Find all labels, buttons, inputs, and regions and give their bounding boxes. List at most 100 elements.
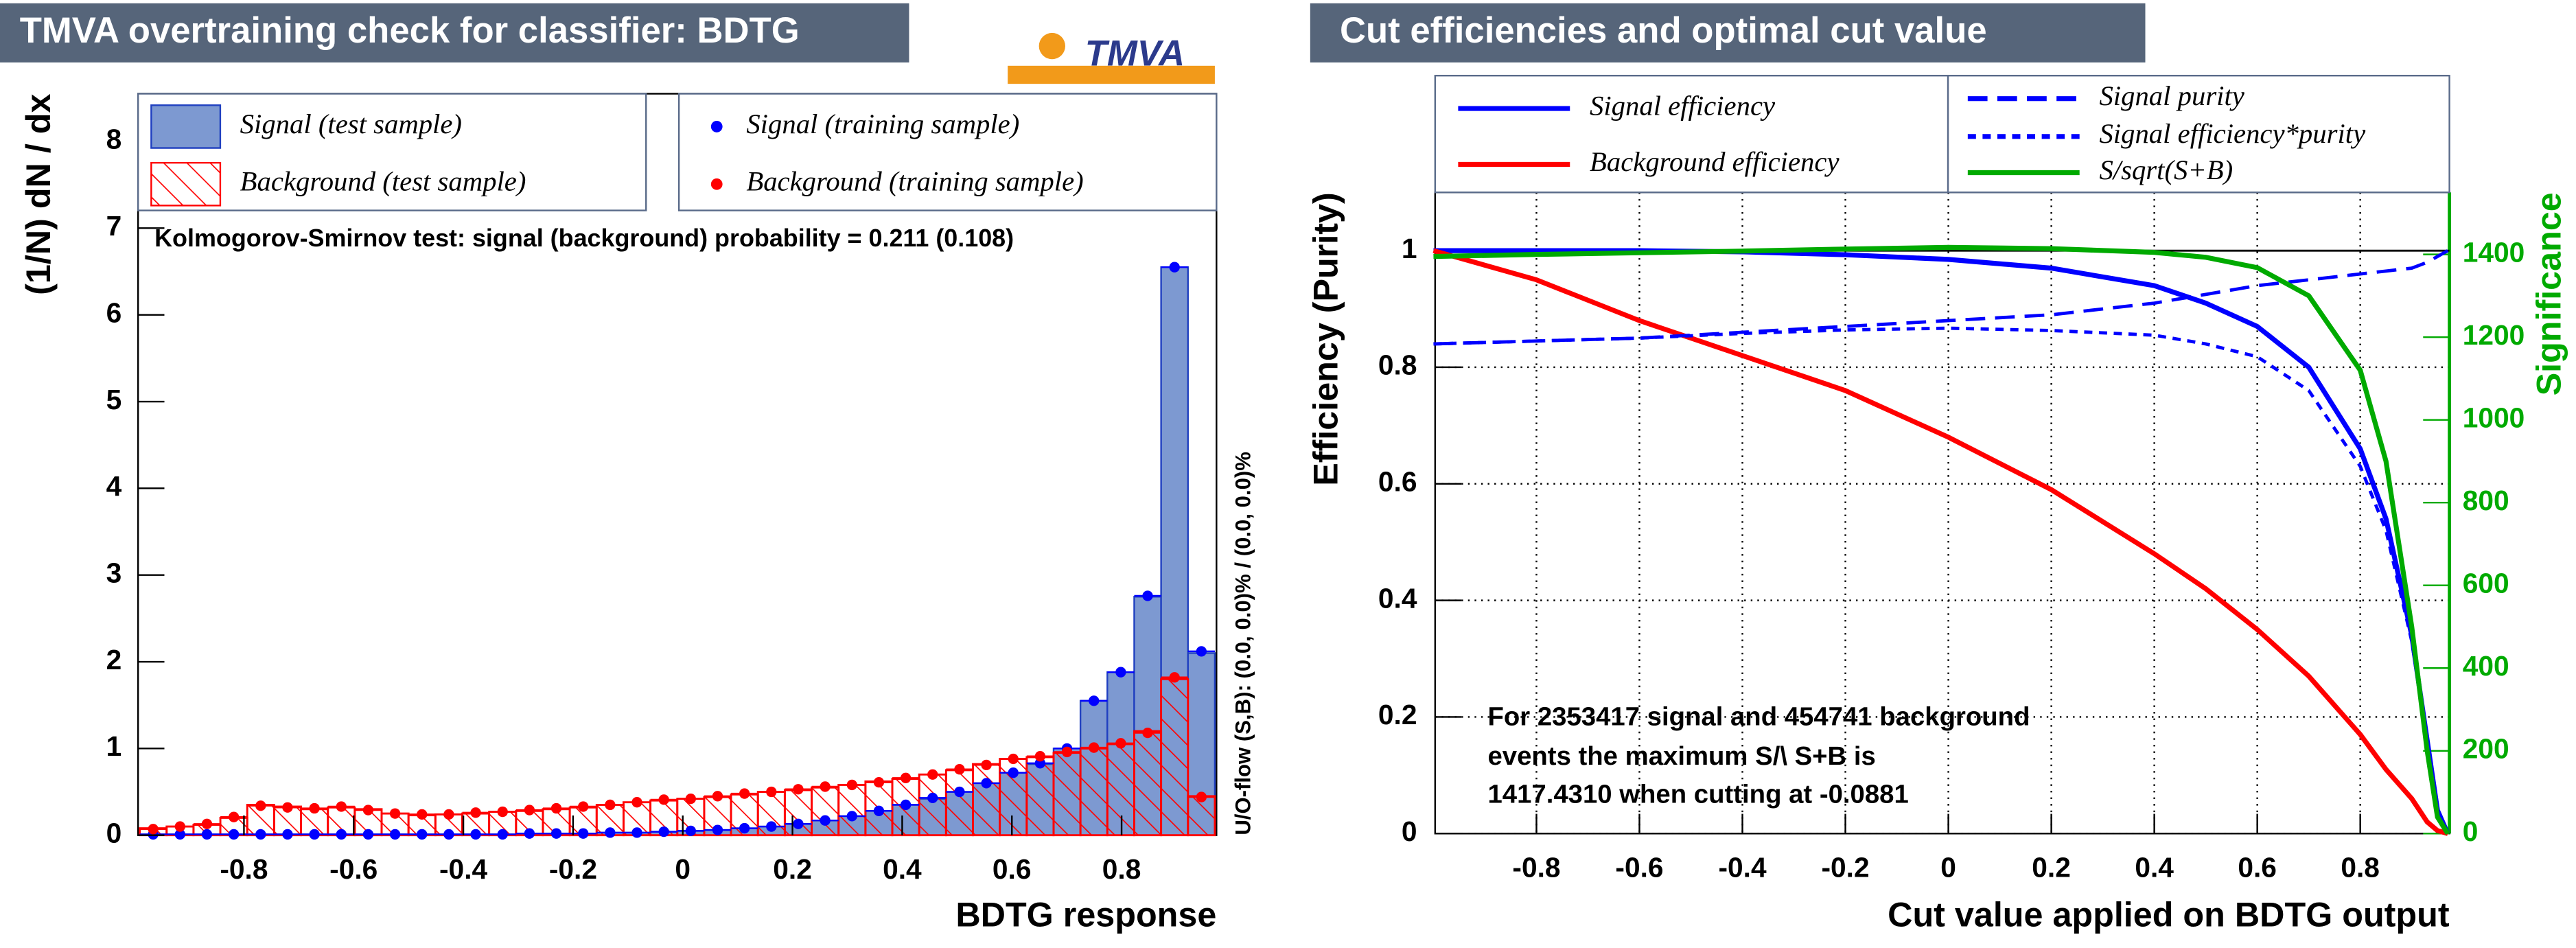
x-tick-label: -0.6	[329, 853, 378, 885]
data-point	[846, 811, 857, 822]
legend-label: Background (test sample)	[240, 166, 526, 197]
x-tick-label: -0.8	[220, 853, 268, 885]
histogram-bar	[1052, 752, 1082, 837]
x-tick-label: 0.2	[2032, 852, 2071, 883]
x-tick-label: -0.4	[1718, 852, 1767, 883]
legend-swatch	[150, 104, 222, 149]
data-point	[846, 779, 857, 791]
chart-title: Cut efficiencies and optimal cut value	[1340, 10, 1987, 51]
x-tick-label: 0.2	[773, 853, 812, 885]
data-point	[873, 805, 885, 816]
x-tick-label: 0	[675, 853, 691, 885]
data-point	[739, 822, 750, 834]
data-point	[793, 818, 804, 829]
data-point	[981, 778, 992, 789]
line-series	[1432, 248, 2449, 836]
data-point	[685, 825, 696, 837]
data-point	[873, 776, 885, 788]
histogram-bar	[1160, 678, 1190, 837]
y-tick-label: 1	[1402, 233, 1417, 264]
data-point	[417, 809, 428, 820]
histogram-bar	[837, 783, 867, 837]
x-tick-label: 0.6	[2238, 852, 2277, 883]
legend-box	[1434, 74, 1949, 194]
legend-label: Background (training sample)	[746, 166, 1083, 197]
x-tick-label: 0.4	[2135, 852, 2174, 883]
data-point	[174, 821, 185, 832]
legend-label: S/sqrt(S+B)	[2099, 154, 2233, 185]
data-point	[927, 769, 938, 780]
data-point	[282, 829, 293, 840]
legend-label: Background efficiency	[1590, 146, 1840, 177]
histogram-bar	[1106, 743, 1135, 837]
data-point	[1169, 672, 1180, 683]
data-point	[793, 784, 804, 795]
y2-tick-label: 0	[2463, 816, 2479, 847]
legend-label: Signal efficiency*purity	[2099, 118, 2366, 149]
y-tick-label: 0.8	[1378, 349, 1417, 381]
legend-label: Signal purity	[2099, 80, 2244, 111]
y-tick-label: 0	[1402, 816, 1417, 847]
data-point	[1196, 646, 1207, 657]
x-axis-label: Cut value applied on BDTG output	[1888, 895, 2450, 934]
data-point	[1115, 667, 1126, 678]
y-tick-label: 3	[106, 557, 122, 588]
data-point	[470, 829, 481, 840]
legend-box	[137, 93, 647, 211]
x-tick-label: -0.8	[1512, 852, 1560, 883]
data-point	[336, 829, 347, 840]
data-point	[954, 786, 965, 798]
logo: TMVA	[1085, 33, 1185, 73]
y2-axis-label: Significance	[2529, 192, 2568, 395]
y-tick-label: 0	[106, 817, 122, 848]
legend-label: Signal (test sample)	[240, 108, 462, 139]
y-tick-label: 4	[106, 470, 122, 502]
data-point	[605, 799, 616, 811]
x-tick-label: -0.6	[1615, 852, 1663, 883]
data-point	[228, 811, 240, 822]
histogram-bar	[972, 763, 1001, 837]
data-point	[1034, 751, 1046, 762]
data-point	[417, 829, 428, 840]
x-tick-label: 0	[1940, 852, 1956, 883]
x-tick-label: 0.6	[993, 853, 1032, 885]
data-point	[282, 802, 293, 813]
data-point	[336, 801, 347, 812]
y-axis-label: Efficiency (Purity)	[1306, 192, 1345, 485]
annotation: events the maximum S/\ S+B is	[1487, 741, 1875, 771]
data-point	[362, 829, 374, 840]
data-point	[1142, 727, 1153, 739]
histogram-bar	[1025, 756, 1055, 837]
data-point	[389, 829, 401, 840]
data-point	[658, 826, 669, 837]
plot-area	[1434, 192, 2450, 835]
annotation: 1417.4310 when cutting at -0.0881	[1487, 779, 1908, 809]
y-tick-label: 1	[106, 730, 122, 762]
histogram-bar	[1079, 747, 1109, 837]
plot-area	[137, 93, 1218, 836]
y-tick-label: 8	[106, 124, 122, 155]
data-point	[362, 805, 374, 816]
y2-tick-label: 1000	[2463, 402, 2525, 433]
histogram-chart: -0.8 -0.6 -0.4 -0.2 0 0.2 0.4 0.6 0.8 0 1 2 3 4 5 6 7 8	[106, 93, 1218, 885]
data-point	[685, 793, 696, 805]
logo-bar	[1008, 65, 1215, 84]
y-tick-label: 2	[106, 644, 122, 675]
x-tick-label: 0.4	[883, 853, 922, 885]
y-tick-label: 5	[106, 384, 122, 415]
data-point	[497, 806, 508, 818]
data-point	[309, 802, 320, 814]
data-point	[900, 772, 912, 783]
data-point	[631, 797, 642, 808]
data-point	[148, 824, 159, 835]
legends: Signal (test sample) Background (test sam…	[137, 74, 2450, 211]
logo-dot	[1038, 32, 1065, 60]
chart-title: TMVA overtraining check for classifier: …	[20, 10, 800, 51]
data-point	[712, 791, 723, 802]
y-tick-label: 7	[106, 210, 122, 242]
data-point	[900, 799, 912, 811]
legend-swatch	[710, 121, 723, 132]
data-point	[443, 809, 454, 820]
histogram-bar	[1133, 730, 1163, 837]
